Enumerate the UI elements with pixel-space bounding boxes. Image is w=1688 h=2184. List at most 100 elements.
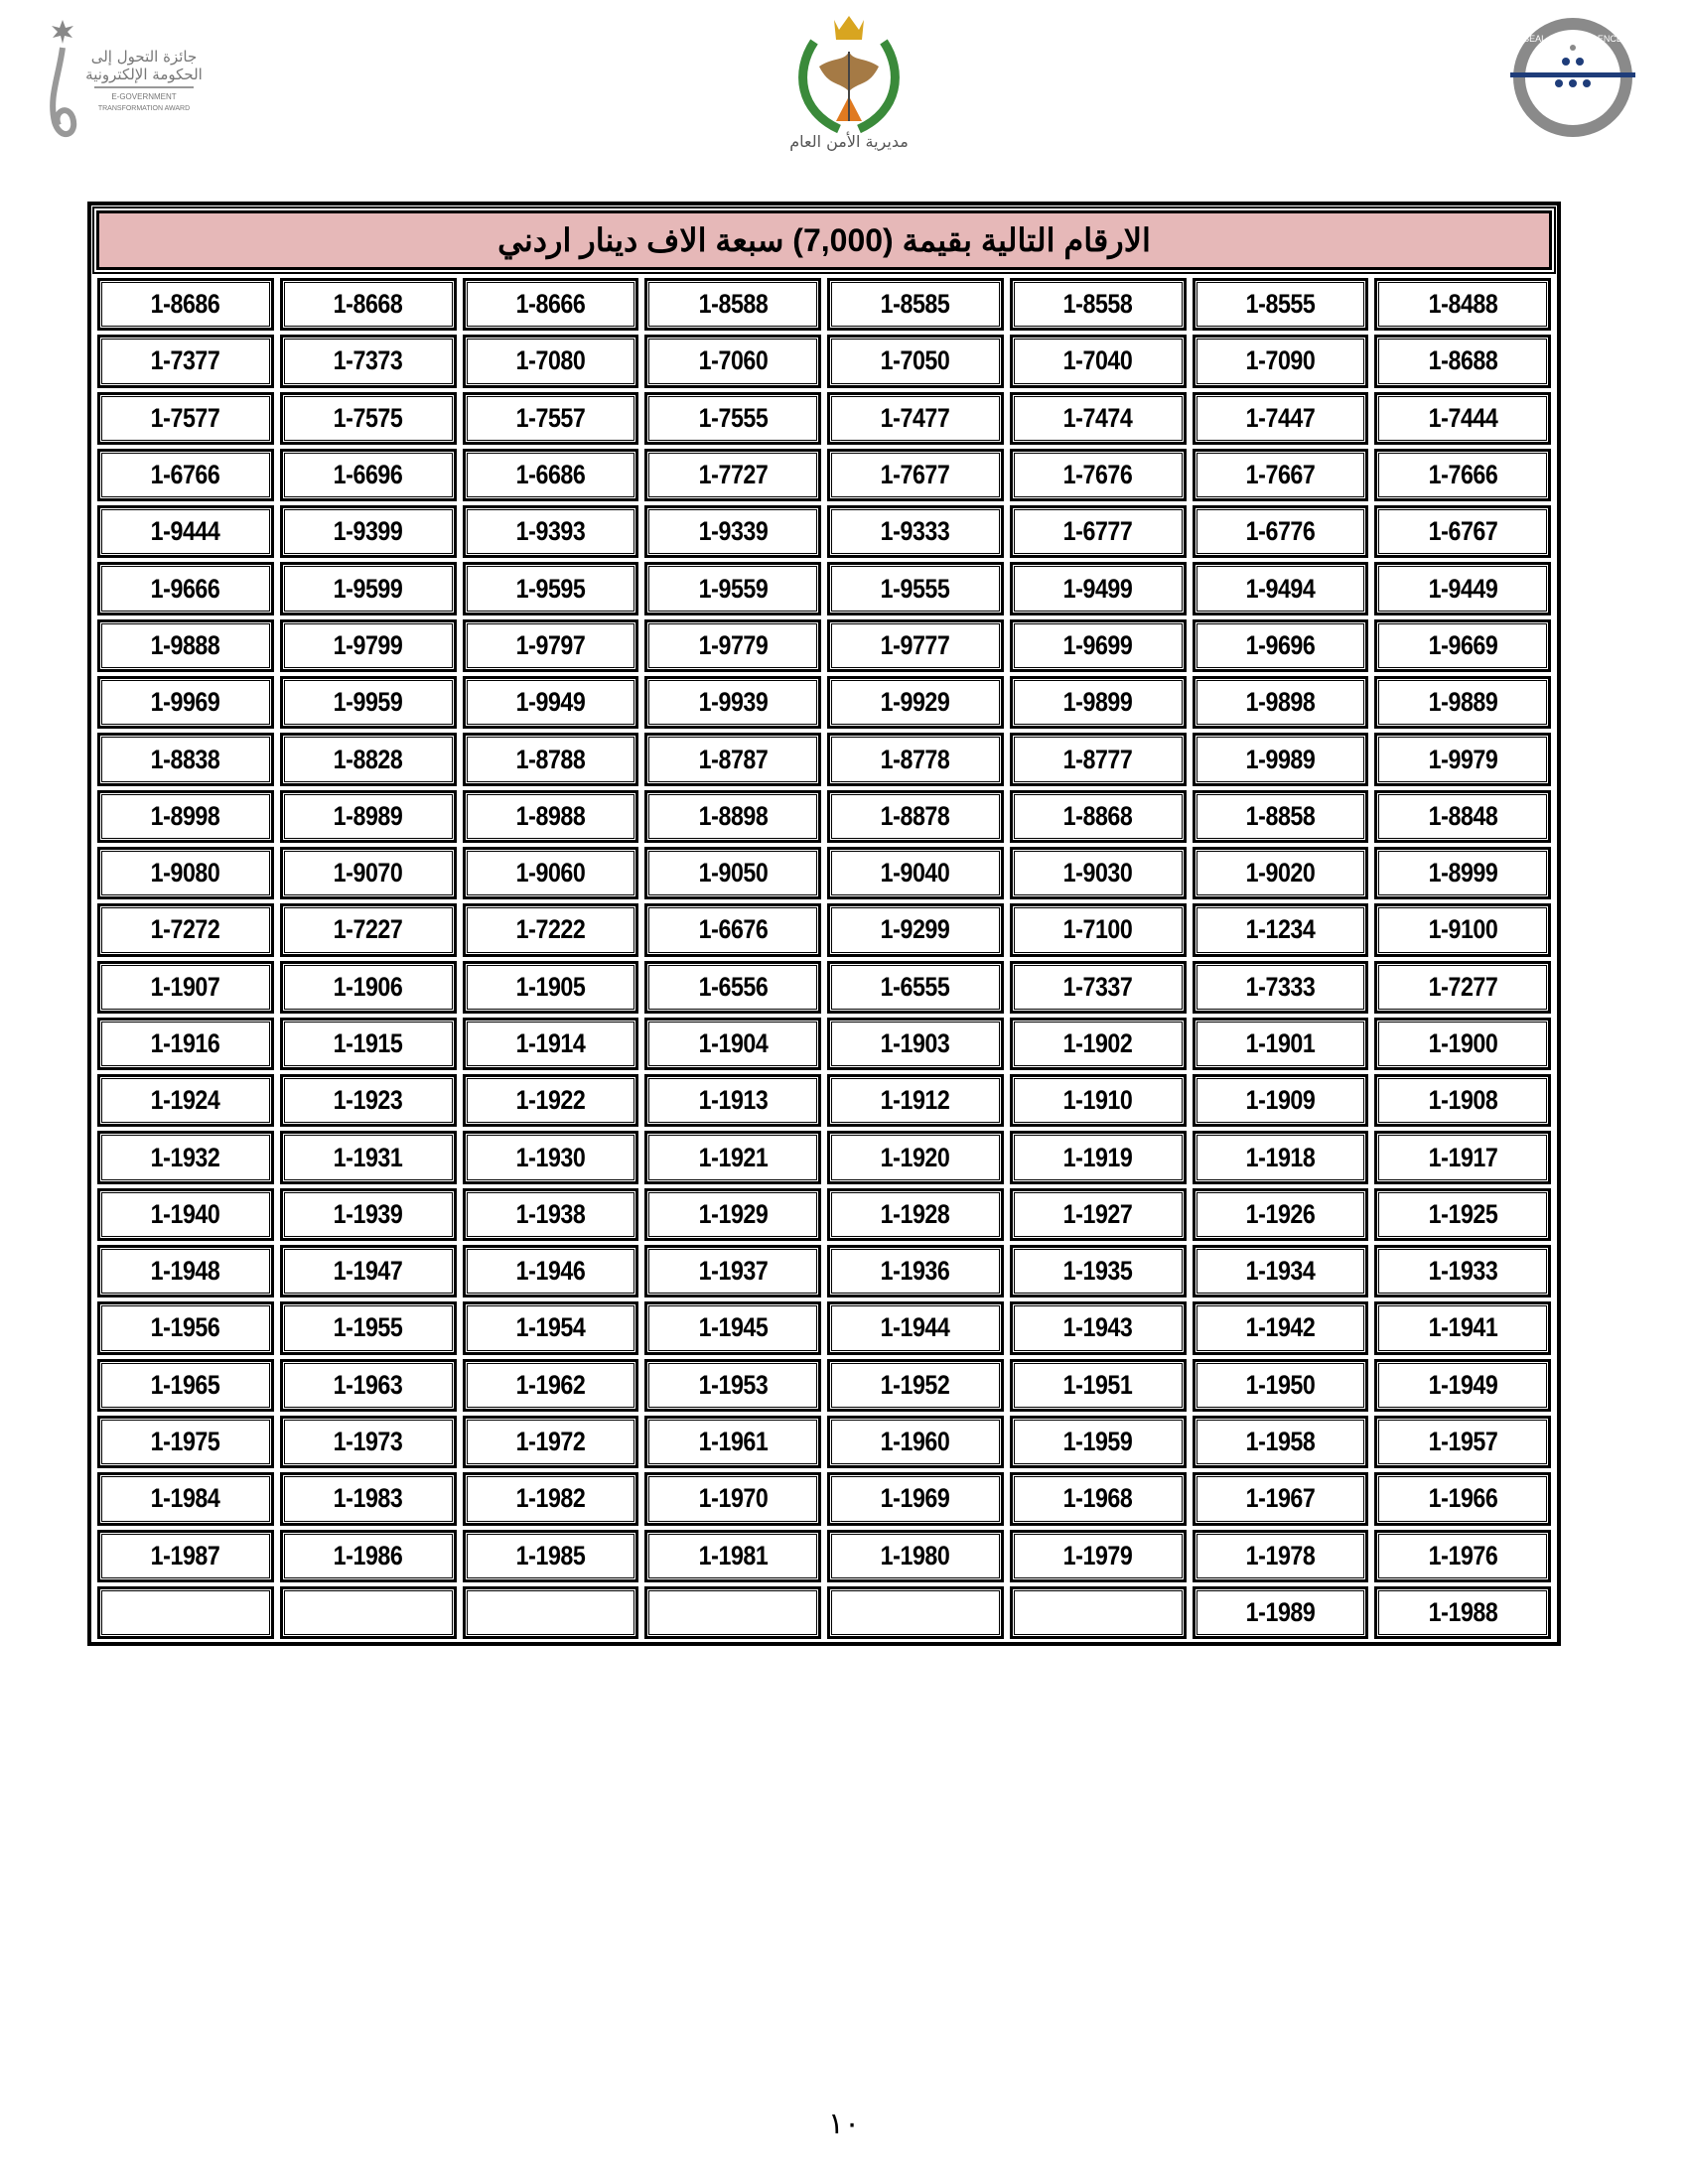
plate-number: 1-1975 <box>151 1427 220 1457</box>
table-cell: 1-8778 <box>827 733 1004 786</box>
plate-number: 1-9595 <box>515 573 586 604</box>
svg-text:SEAL OF EXCELLENCE: SEAL OF EXCELLENCE <box>1523 34 1622 44</box>
svg-text:جائزة التحول إلى: جائزة التحول إلى <box>91 48 198 66</box>
plate-number: 1-1904 <box>698 1028 768 1058</box>
table-cell <box>279 1585 457 1640</box>
table-cell: 1-1900 <box>1374 1017 1551 1071</box>
table-cell: 1-9899 <box>1009 676 1187 730</box>
table-cell: 1-8998 <box>97 789 274 843</box>
table-cell: 1-9060 <box>462 846 639 900</box>
plate-number: 1-7444 <box>1428 402 1497 433</box>
table-cell: 1-8989 <box>279 789 457 843</box>
plate-number: 1-7447 <box>1245 402 1316 433</box>
plate-number: 1-1906 <box>333 971 403 1002</box>
table-cell <box>462 1585 639 1640</box>
plate-number: 1-9050 <box>698 858 768 888</box>
plate-number: 1-1969 <box>881 1483 950 1514</box>
plate-number: 1-1962 <box>515 1369 586 1400</box>
table-cell: 1-6686 <box>462 448 639 502</box>
svg-text:TRANSFORMATION AWARD: TRANSFORMATION AWARD <box>98 105 190 112</box>
table-cell: 1-9449 <box>1374 562 1551 615</box>
plate-number: 1-1979 <box>1062 1540 1133 1570</box>
table-cell: 1-9699 <box>1009 618 1187 673</box>
plate-number: 1-7060 <box>698 345 768 376</box>
table-cell: 1-7555 <box>644 391 821 445</box>
plate-number: 1-1920 <box>881 1142 950 1172</box>
plate-number: 1-1936 <box>881 1256 950 1287</box>
plate-number: 1-7677 <box>881 460 950 490</box>
plate-number: 1-1966 <box>1428 1483 1497 1514</box>
plate-number: 1-1903 <box>881 1028 950 1058</box>
table-cell: 1-8858 <box>1192 789 1369 843</box>
table-cell: 1-1956 <box>97 1301 274 1355</box>
plate-number: 1-8686 <box>151 289 220 320</box>
plate-number: 1-1926 <box>1245 1198 1316 1229</box>
plate-number: 1-1923 <box>333 1085 403 1116</box>
table-cell: 1-1975 <box>97 1415 274 1469</box>
plate-number: 1-1914 <box>515 1028 586 1058</box>
plate-number: 1-8989 <box>333 800 403 831</box>
plate-number: 1-9929 <box>881 687 950 718</box>
table-cell: 1-1972 <box>462 1415 639 1469</box>
table-cell: 1-1903 <box>827 1017 1004 1071</box>
table-cell: 1-8898 <box>644 789 821 843</box>
table-cell: 1-9559 <box>644 562 821 615</box>
plate-number: 1-9779 <box>698 629 768 660</box>
table-cell: 1-1959 <box>1009 1415 1187 1469</box>
plate-number: 1-7377 <box>151 345 220 376</box>
plate-number: 1-9899 <box>1062 687 1133 718</box>
table-cell: 1-9444 <box>97 505 274 559</box>
plate-number: 1-1934 <box>1245 1256 1316 1287</box>
table-cell: 1-1907 <box>97 960 274 1014</box>
plate-number: 1-9969 <box>151 687 220 718</box>
plate-number: 1-1930 <box>515 1142 586 1172</box>
table-cell: 1-9669 <box>1374 618 1551 673</box>
table-cell: 1-1962 <box>462 1358 639 1412</box>
plate-number: 1-9449 <box>1428 573 1497 604</box>
plate-number: 1-7040 <box>1062 345 1133 376</box>
plate-number: 1-1973 <box>333 1427 403 1457</box>
plate-number: 1-7557 <box>515 402 586 433</box>
table-cell: 1-7227 <box>279 903 457 957</box>
table-cell: 1-9779 <box>644 618 821 673</box>
plate-number: 1-1915 <box>333 1028 403 1058</box>
table-cell: 1-6676 <box>644 903 821 957</box>
table-cell: 1-7277 <box>1374 960 1551 1014</box>
table-cell: 1-1938 <box>462 1187 639 1242</box>
public-security-emblem: مديرية الأمن العام <box>789 16 909 151</box>
plate-number: 1-1922 <box>515 1085 586 1116</box>
plate-number: 1-1927 <box>1062 1198 1133 1229</box>
table-cell: 1-1945 <box>644 1301 821 1355</box>
table-cell: 1-1979 <box>1009 1529 1187 1582</box>
table-cell: 1-7575 <box>279 391 457 445</box>
table-cell: 1-9888 <box>97 618 274 673</box>
plate-number: 1-8585 <box>881 289 950 320</box>
table-cell: 1-1916 <box>97 1017 274 1071</box>
plate-number: 1-9959 <box>333 687 403 718</box>
table-cell: 1-9799 <box>279 618 457 673</box>
table-cell: 1-8488 <box>1374 278 1551 332</box>
plate-number: 1-8988 <box>515 800 586 831</box>
plate-number: 1-1900 <box>1428 1028 1497 1058</box>
table-cell: 1-1949 <box>1374 1358 1551 1412</box>
plate-number: 1-8668 <box>333 289 403 320</box>
plate-number: 1-8898 <box>698 800 768 831</box>
plate-number: 1-1939 <box>333 1198 403 1229</box>
numbers-grid: 1-8686 1-8668 1-8666 1-8588 1-8585 1-8558 1-85… <box>94 276 1554 1641</box>
plate-number: 1-8488 <box>1428 289 1497 320</box>
table-cell: 1-7447 <box>1192 391 1369 445</box>
plate-number: 1-9399 <box>333 516 403 547</box>
plate-number: 1-1910 <box>1062 1085 1133 1116</box>
plate-number: 1-1916 <box>151 1028 220 1058</box>
plate-number: 1-1945 <box>698 1312 768 1343</box>
table-cell: 1-1967 <box>1192 1472 1369 1526</box>
table-cell: 1-1935 <box>1009 1245 1187 1298</box>
table-cell: 1-1941 <box>1374 1301 1551 1355</box>
table-cell: 1-7100 <box>1009 903 1187 957</box>
plate-number: 1-1984 <box>151 1483 220 1514</box>
table-cell <box>97 1585 274 1640</box>
table-cell: 1-8878 <box>827 789 1004 843</box>
plate-number: 1-9888 <box>151 629 220 660</box>
plate-number: 1-1968 <box>1062 1483 1133 1514</box>
plate-number: 1-1961 <box>698 1427 768 1457</box>
